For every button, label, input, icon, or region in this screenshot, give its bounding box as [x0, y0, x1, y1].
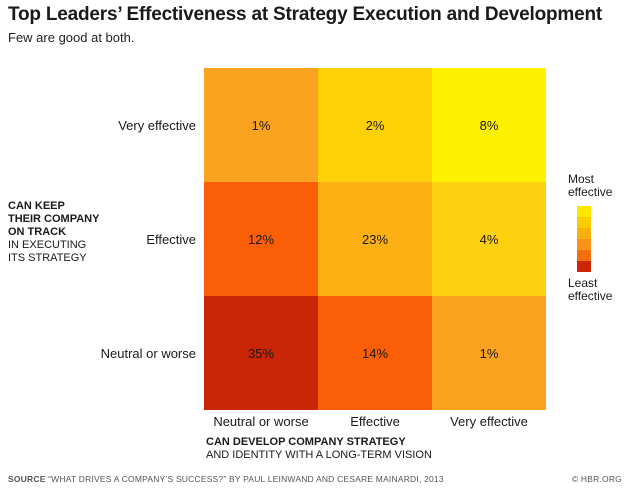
column-label-neutral-or-worse: Neutral or worse	[213, 414, 309, 429]
heatmap-cell-label: 35%	[247, 345, 275, 361]
legend-swatch	[577, 239, 591, 250]
y-axis-title-line: CAN KEEP	[8, 200, 65, 212]
credit: © HBR.ORG	[571, 474, 622, 484]
chart-title: Top Leaders’ Effectiveness at Strategy E…	[8, 4, 602, 25]
y-axis-title: CAN KEEP THEIR COMPANY ON TRACK IN EXECU…	[8, 200, 128, 265]
source-text: “WHAT DRIVES A COMPANY’S SUCCESS?” BY PA…	[48, 474, 444, 484]
legend-label-line: effective	[568, 185, 613, 199]
heatmap-cell-label: 1%	[479, 345, 499, 361]
heatmap-cell-label: 14%	[361, 345, 389, 361]
row-label-effective: Effective	[146, 232, 196, 247]
x-axis-title-bold: CAN DEVELOP COMPANY STRATEGY	[206, 436, 406, 448]
legend-swatch	[577, 217, 591, 228]
legend-label-line: Least	[568, 276, 598, 290]
legend-label-line: effective	[568, 289, 613, 303]
heatmap-cell-label: 23%	[361, 231, 389, 247]
heatmap-cell-label: 2%	[365, 117, 385, 133]
y-axis-title-line: ITS STRATEGY	[8, 252, 87, 264]
source-note: SOURCE “WHAT DRIVES A COMPANY’S SUCCESS?…	[8, 474, 444, 484]
row-label-very-effective: Very effective	[118, 118, 196, 133]
heatmap-cell: 23%	[318, 182, 432, 296]
legend-label-line: Most	[568, 172, 595, 186]
heatmap-cell: 12%	[204, 182, 318, 296]
legend-swatch	[577, 228, 591, 239]
y-axis-title-line: ON TRACK	[8, 226, 67, 238]
heatmap-cell-label: 4%	[479, 231, 499, 247]
column-label-very-effective: Very effective	[450, 414, 528, 429]
legend-swatch	[577, 261, 591, 272]
heatmap-grid: 1% 2% 8% 12% 23% 4% 35% 14% 1%	[204, 68, 546, 410]
y-axis-title-line: IN EXECUTING	[8, 239, 87, 251]
heatmap-cell: 2%	[318, 68, 432, 182]
heatmap-cell: 1%	[432, 296, 546, 410]
heatmap-cell: 1%	[204, 68, 318, 182]
heatmap-cell-label: 8%	[479, 117, 499, 133]
heatmap-cell-label: 1%	[251, 117, 271, 133]
heatmap-cell: 14%	[318, 296, 432, 410]
legend-swatch	[577, 250, 591, 261]
x-axis-title-regular: AND IDENTITY WITH A LONG-TERM VISION	[206, 449, 432, 461]
row-label-neutral-or-worse: Neutral or worse	[100, 346, 196, 361]
source-lead: SOURCE	[8, 474, 46, 484]
heatmap-cell: 4%	[432, 182, 546, 296]
column-label-effective: Effective	[350, 414, 400, 429]
y-axis-title-line: THEIR COMPANY	[8, 213, 100, 225]
heatmap-cell: 8%	[432, 68, 546, 182]
legend-swatch	[577, 206, 591, 217]
legend-label-most: Most effective	[568, 173, 628, 199]
heatmap-cell-label: 12%	[247, 231, 275, 247]
legend-label-least: Least effective	[568, 277, 628, 303]
heatmap-cell: 35%	[204, 296, 318, 410]
chart-subtitle: Few are good at both.	[8, 30, 135, 45]
legend-color-scale	[577, 206, 591, 272]
x-axis-title: CAN DEVELOP COMPANY STRATEGY AND IDENTIT…	[206, 436, 432, 462]
